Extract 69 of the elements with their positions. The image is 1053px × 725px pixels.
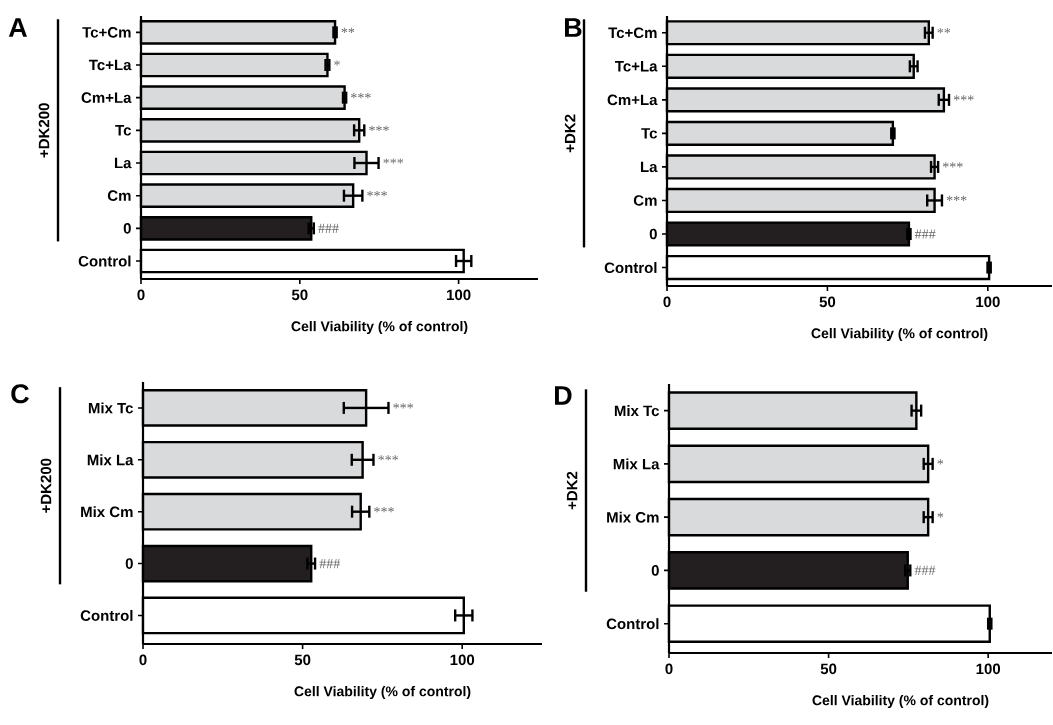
y-tick-label: Cm bbox=[107, 190, 131, 201]
y-tick-label: La bbox=[640, 161, 658, 173]
annotation: *** bbox=[953, 95, 974, 101]
annotation: *** bbox=[378, 455, 398, 461]
x-tick-label: 0 bbox=[139, 654, 147, 666]
x-tick-label: 50 bbox=[294, 654, 311, 666]
annotation: *** bbox=[942, 162, 963, 168]
annotation: *** bbox=[383, 158, 404, 164]
x-tick-label: 100 bbox=[450, 654, 475, 666]
y-tick-label: Tc+La bbox=[88, 59, 132, 71]
annotation: * bbox=[334, 60, 340, 66]
chart-title: C bbox=[11, 384, 29, 404]
y-tick-label: Control bbox=[78, 255, 131, 267]
x-tick-label: 100 bbox=[976, 663, 1001, 675]
annotation: ** bbox=[341, 27, 355, 33]
text: +DK2 bbox=[564, 114, 576, 153]
annotation: *** bbox=[374, 507, 394, 513]
y-tick-label: La bbox=[114, 157, 132, 169]
y-tick-label: Cm+La bbox=[81, 92, 132, 103]
y-tick-label: 0 bbox=[651, 565, 659, 576]
y-tick-label: Mix La bbox=[87, 454, 134, 466]
x-tick-label: 50 bbox=[819, 296, 836, 308]
chart-title: A bbox=[8, 18, 27, 37]
annotation: ### bbox=[319, 558, 340, 569]
x-axis-title: Cell Viability (% of control) bbox=[294, 686, 471, 700]
y-tick-label: Tc bbox=[115, 125, 132, 136]
annotation: *** bbox=[367, 191, 387, 197]
annotation: *** bbox=[369, 125, 389, 131]
text: +DK200 bbox=[38, 103, 50, 158]
y-tick-label: Control bbox=[606, 618, 659, 630]
text: +DK200 bbox=[40, 458, 52, 513]
y-tick-label: Cm bbox=[633, 195, 657, 206]
x-axis-title: Cell Viability (% of control) bbox=[812, 695, 989, 709]
y-tick-label: Tc+Cm bbox=[82, 27, 131, 38]
chart-title: B bbox=[565, 18, 582, 37]
y-tick-label: 0 bbox=[123, 223, 131, 234]
annotation: ### bbox=[914, 229, 936, 239]
y-tick-label: Control bbox=[80, 609, 133, 621]
annotation: ** bbox=[937, 28, 951, 34]
x-tick-label: 0 bbox=[137, 289, 145, 301]
x-tick-label: 100 bbox=[976, 296, 1000, 308]
y-tick-label: 0 bbox=[125, 558, 133, 569]
y-tick-label: Tc+Cm bbox=[608, 27, 657, 39]
chart-title: D bbox=[555, 386, 572, 405]
y-tick-label: Mix Tc bbox=[614, 405, 660, 417]
annotation: ### bbox=[318, 223, 339, 233]
y-tick-label: Mix Cm bbox=[607, 511, 659, 523]
x-tick-label: 50 bbox=[291, 289, 308, 301]
text: +DK2 bbox=[566, 471, 578, 510]
annotation: *** bbox=[946, 195, 967, 202]
annotation: * bbox=[937, 512, 944, 518]
y-tick-label: Control bbox=[604, 262, 657, 274]
x-tick-label: 100 bbox=[447, 289, 471, 301]
annotation: *** bbox=[351, 93, 371, 99]
annotation: * bbox=[937, 459, 944, 465]
y-tick-label: 0 bbox=[649, 228, 657, 240]
annotation: *** bbox=[393, 403, 413, 409]
x-tick-label: 50 bbox=[820, 663, 837, 675]
y-tick-label: Tc+La bbox=[614, 61, 658, 72]
x-axis-title: Cell Viability (% of control) bbox=[811, 328, 988, 342]
y-tick-label: Tc bbox=[641, 128, 658, 139]
y-tick-label: Mix Cm bbox=[81, 506, 133, 518]
x-axis-title: Cell Viability (% of control) bbox=[291, 321, 468, 335]
y-tick-label: Cm+La bbox=[607, 94, 658, 106]
x-tick-label: 0 bbox=[665, 663, 673, 675]
y-tick-label: Mix Tc bbox=[88, 402, 134, 414]
x-tick-label: 0 bbox=[663, 296, 671, 308]
annotation: ### bbox=[914, 565, 936, 576]
y-tick-label: Mix La bbox=[613, 458, 660, 470]
